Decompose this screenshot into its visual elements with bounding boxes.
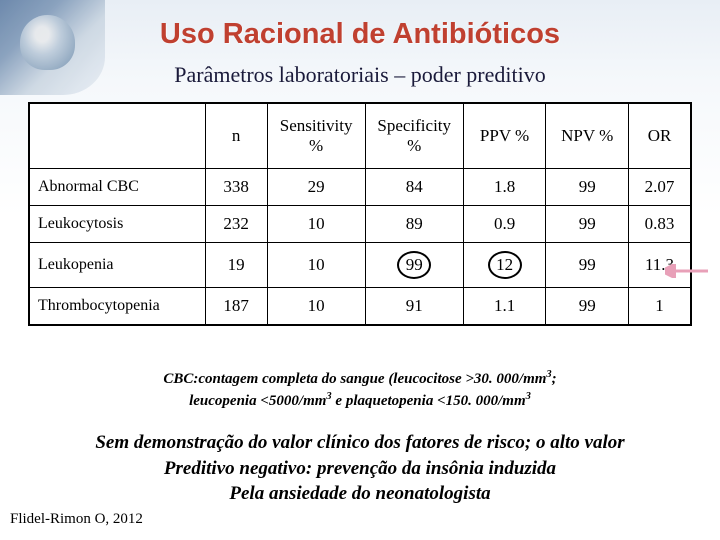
conclusion-text: Sem demonstração do valor clínico dos fa… — [0, 430, 720, 507]
table-cell: 10 — [267, 206, 365, 243]
table-cell: Thrombocytopenia — [30, 288, 206, 325]
table-cell: 10 — [267, 243, 365, 288]
table-cell: 232 — [205, 206, 267, 243]
table-row: Leukocytosis23210890.9990.83 — [30, 206, 691, 243]
table-cell: 1.8 — [463, 169, 546, 206]
col-header: Sensitivity% — [267, 104, 365, 169]
table-cell: 338 — [205, 169, 267, 206]
table-cell: Leukocytosis — [30, 206, 206, 243]
table-row: Thrombocytopenia18710911.1991 — [30, 288, 691, 325]
slide-subtitle: Parâmetros laboratoriais – poder prediti… — [0, 62, 720, 88]
table-cell: 89 — [365, 206, 463, 243]
table-cell: 187 — [205, 288, 267, 325]
table-cell: 2.07 — [629, 169, 691, 206]
col-header: OR — [629, 104, 691, 169]
table-cell: 11.3 — [629, 243, 691, 288]
table-cell: 99 — [546, 206, 629, 243]
table-cell: 99 — [546, 288, 629, 325]
table-cell: 10 — [267, 288, 365, 325]
table-cell: 12 — [463, 243, 546, 288]
table-cell: 1.1 — [463, 288, 546, 325]
table-cell: Abnormal CBC — [30, 169, 206, 206]
table-cell: 0.83 — [629, 206, 691, 243]
col-header: n — [205, 104, 267, 169]
table-cell: 29 — [267, 169, 365, 206]
table-cell: 99 — [365, 243, 463, 288]
table-cell: 99 — [546, 169, 629, 206]
table-row: Leukopenia191099129911.3 — [30, 243, 691, 288]
col-header: NPV % — [546, 104, 629, 169]
table-cell: 1 — [629, 288, 691, 325]
table-cell: 19 — [205, 243, 267, 288]
col-header: Specificity% — [365, 104, 463, 169]
data-table: nSensitivity%Specificity%PPV %NPV %OR Ab… — [29, 103, 691, 325]
table-cell: 99 — [546, 243, 629, 288]
table-row: Abnormal CBC33829841.8992.07 — [30, 169, 691, 206]
col-header — [30, 104, 206, 169]
citation: Flidel-Rimon O, 2012 — [10, 511, 143, 528]
table-cell: 84 — [365, 169, 463, 206]
slide-title: Uso Racional de Antibióticos — [0, 18, 720, 51]
table-cell: Leukopenia — [30, 243, 206, 288]
col-header: PPV % — [463, 104, 546, 169]
table-cell: 0.9 — [463, 206, 546, 243]
data-table-container: nSensitivity%Specificity%PPV %NPV %OR Ab… — [28, 102, 692, 326]
table-cell: 91 — [365, 288, 463, 325]
table-caption: CBC:contagem completa do sangue (leucoci… — [0, 368, 720, 411]
